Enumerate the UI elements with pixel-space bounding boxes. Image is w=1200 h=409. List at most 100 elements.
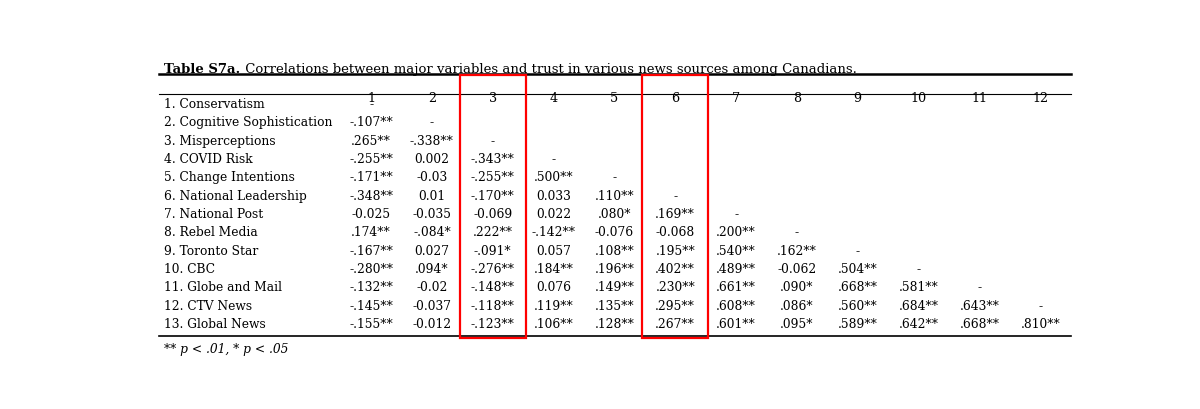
Text: -.255**: -.255** — [349, 153, 394, 166]
Text: .489**: .489** — [716, 263, 756, 276]
Text: 0.057: 0.057 — [536, 244, 571, 257]
Text: .108**: .108** — [594, 244, 635, 257]
Text: -.107**: -.107** — [349, 116, 392, 129]
Text: 1. Conservatism: 1. Conservatism — [164, 98, 265, 111]
Text: 6: 6 — [671, 92, 679, 105]
Text: .810**: .810** — [1020, 317, 1060, 330]
Text: 0.033: 0.033 — [536, 189, 571, 202]
Text: .684**: .684** — [899, 299, 938, 312]
Text: .642**: .642** — [899, 317, 938, 330]
Text: 0.027: 0.027 — [414, 244, 450, 257]
Text: -.123**: -.123** — [470, 317, 515, 330]
Text: -: - — [856, 244, 860, 257]
Text: 11: 11 — [972, 92, 988, 105]
Text: 5: 5 — [611, 92, 618, 105]
Text: -0.03: -0.03 — [416, 171, 448, 184]
Text: 8. Rebel Media: 8. Rebel Media — [164, 226, 258, 239]
Text: .504**: .504** — [838, 263, 877, 276]
Text: .195**: .195** — [655, 244, 695, 257]
Text: .222**: .222** — [473, 226, 512, 239]
Text: -.170**: -.170** — [470, 189, 515, 202]
Text: -.343**: -.343** — [470, 153, 515, 166]
Text: 9: 9 — [853, 92, 862, 105]
Text: .106**: .106** — [534, 317, 574, 330]
Text: .196**: .196** — [594, 263, 635, 276]
Text: -0.037: -0.037 — [413, 299, 451, 312]
Text: .119**: .119** — [534, 299, 574, 312]
Text: .589**: .589** — [838, 317, 877, 330]
Text: -0.069: -0.069 — [473, 208, 512, 220]
Text: Table S7a.: Table S7a. — [164, 63, 240, 76]
Text: .162**: .162** — [776, 244, 817, 257]
Text: -0.02: -0.02 — [416, 281, 448, 294]
Text: -: - — [794, 226, 799, 239]
Text: -.255**: -.255** — [470, 171, 515, 184]
Text: .110**: .110** — [595, 189, 635, 202]
Text: 4: 4 — [550, 92, 558, 105]
Text: -.280**: -.280** — [349, 263, 394, 276]
Text: 1: 1 — [367, 92, 376, 105]
Text: -.148**: -.148** — [470, 281, 515, 294]
Text: -: - — [370, 98, 373, 111]
Text: -0.025: -0.025 — [352, 208, 391, 220]
Text: 13. Global News: 13. Global News — [164, 317, 265, 330]
Text: -.171**: -.171** — [349, 171, 392, 184]
Text: 9. Toronto Star: 9. Toronto Star — [164, 244, 258, 257]
Text: -: - — [917, 263, 920, 276]
Text: .200**: .200** — [716, 226, 756, 239]
Text: .402**: .402** — [655, 263, 695, 276]
Text: 3. Misperceptions: 3. Misperceptions — [164, 135, 276, 147]
Text: -: - — [612, 171, 617, 184]
Text: Correlations between major variables and trust in various news sources among Can: Correlations between major variables and… — [241, 63, 857, 76]
Text: .090*: .090* — [780, 281, 814, 294]
Text: 12: 12 — [1032, 92, 1049, 105]
Text: .500**: .500** — [534, 171, 574, 184]
Text: -0.076: -0.076 — [595, 226, 634, 239]
Text: 2: 2 — [428, 92, 436, 105]
Text: -.084*: -.084* — [413, 226, 451, 239]
Text: 7. National Post: 7. National Post — [164, 208, 263, 220]
Bar — [642, 76, 708, 338]
Text: -: - — [430, 116, 434, 129]
Text: .184**: .184** — [534, 263, 574, 276]
Text: .265**: .265** — [352, 135, 391, 147]
Text: 5. Change Intentions: 5. Change Intentions — [164, 171, 295, 184]
Text: -: - — [673, 189, 677, 202]
Text: 11. Globe and Mail: 11. Globe and Mail — [164, 281, 282, 294]
Text: -: - — [552, 153, 556, 166]
Text: -0.035: -0.035 — [413, 208, 451, 220]
Text: .540**: .540** — [716, 244, 756, 257]
Text: 8: 8 — [793, 92, 800, 105]
Bar — [460, 76, 526, 338]
Text: .608**: .608** — [716, 299, 756, 312]
Text: 0.01: 0.01 — [419, 189, 445, 202]
Text: .169**: .169** — [655, 208, 695, 220]
Text: ** p < .01, * p < .05: ** p < .01, * p < .05 — [164, 342, 288, 355]
Text: .135**: .135** — [595, 299, 635, 312]
Text: .174**: .174** — [352, 226, 391, 239]
Text: .560**: .560** — [838, 299, 877, 312]
Text: 10: 10 — [911, 92, 926, 105]
Text: -.142**: -.142** — [532, 226, 576, 239]
Text: .668**: .668** — [838, 281, 877, 294]
Text: 6. National Leadership: 6. National Leadership — [164, 189, 307, 202]
Text: -0.068: -0.068 — [655, 226, 695, 239]
Text: -: - — [491, 135, 494, 147]
Text: 10. CBC: 10. CBC — [164, 263, 215, 276]
Text: -.145**: -.145** — [349, 299, 394, 312]
Text: -0.062: -0.062 — [778, 263, 816, 276]
Text: .086*: .086* — [780, 299, 814, 312]
Text: .267**: .267** — [655, 317, 695, 330]
Text: .661**: .661** — [716, 281, 756, 294]
Text: .095*: .095* — [780, 317, 814, 330]
Text: -.091*: -.091* — [474, 244, 511, 257]
Text: .149**: .149** — [594, 281, 635, 294]
Text: -: - — [734, 208, 738, 220]
Text: -0.012: -0.012 — [413, 317, 451, 330]
Text: 0.022: 0.022 — [536, 208, 571, 220]
Text: -: - — [1038, 299, 1043, 312]
Text: -.348**: -.348** — [349, 189, 394, 202]
Text: 7: 7 — [732, 92, 740, 105]
Text: -.276**: -.276** — [470, 263, 515, 276]
Text: .094*: .094* — [415, 263, 449, 276]
